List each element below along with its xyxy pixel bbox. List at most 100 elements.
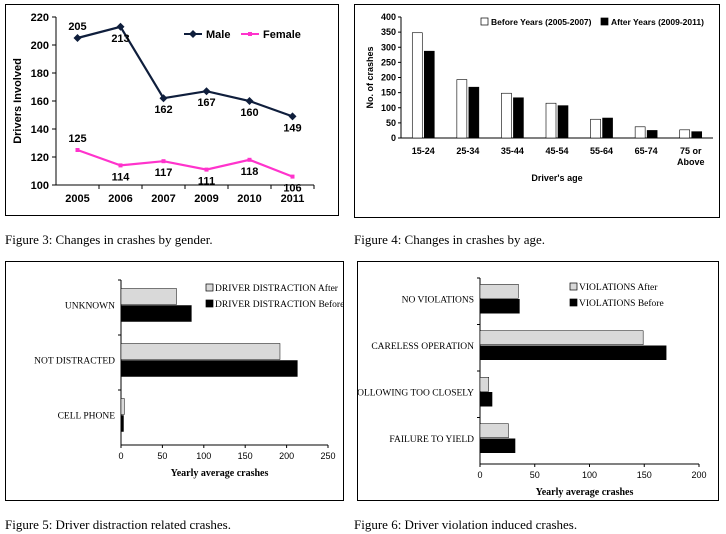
- x-tick-label: 2009: [194, 193, 218, 205]
- y-tick-label: 120: [31, 152, 49, 164]
- bar-before: [479, 299, 520, 314]
- y-tick-label: FOLLOWING TOO CLOSELY: [358, 388, 474, 398]
- data-label: 111: [198, 176, 215, 188]
- data-label: 160: [240, 107, 258, 119]
- fig6-panel: 0 50 100 150 200 NO VIOLATIONS CARELESS OPERAT…: [357, 261, 719, 501]
- data-point: [202, 87, 211, 96]
- data-point: [161, 159, 166, 164]
- legend-label: Before Years (2005-2007): [491, 17, 592, 27]
- y-axis-label: Drivers Involved: [12, 58, 24, 144]
- data-label: 117: [155, 167, 173, 179]
- data-point: [247, 157, 252, 162]
- legend-swatch: [480, 17, 489, 26]
- y-tick-label: 0: [391, 133, 396, 143]
- bar-before: [479, 438, 516, 453]
- y-axis-label: No. of crashes: [365, 46, 375, 108]
- legend-label: VIOLATIONS After: [579, 282, 658, 293]
- x-tick-label: 250: [320, 451, 335, 461]
- legend-label: Male: [206, 29, 230, 41]
- x-tick-label: 200: [691, 470, 706, 480]
- bar-before: [679, 129, 691, 139]
- legend-label: DRIVER DISTRACTION Before: [215, 299, 343, 310]
- data-point: [118, 163, 123, 168]
- x-tick-label: 55-64: [590, 146, 613, 156]
- fig3-panel: 100 120 140 160 180 200 220 2005 2006 2007 2009 201…: [5, 4, 339, 216]
- legend-label: DRIVER DISTRACTION After: [215, 283, 339, 294]
- x-tick-label: 2007: [151, 193, 175, 205]
- x-tick-label: 2010: [237, 193, 261, 205]
- x-tick-label: Above: [677, 157, 705, 167]
- x-tick-label: 75 or: [680, 146, 702, 156]
- x-axis-label: Driver's age: [531, 173, 582, 183]
- bar-after: [120, 343, 281, 360]
- x-tick-label: 50: [157, 451, 167, 461]
- legend-label: After Years (2009-2011): [611, 17, 704, 27]
- fig5-panel: 0 50 100 150 200 250 UNKNOWN NOT DISTRACTED CELL…: [5, 261, 344, 501]
- data-label: 118: [241, 166, 259, 178]
- x-tick-label: 100: [582, 470, 597, 480]
- x-tick-label: 35-44: [501, 146, 524, 156]
- data-point: [288, 112, 297, 121]
- legend-swatch: [600, 17, 609, 26]
- bar-before: [120, 415, 124, 432]
- legend-swatch: [205, 299, 214, 308]
- data-point: [290, 174, 295, 179]
- x-tick-label: 15-24: [412, 146, 435, 156]
- y-tick-label: 50: [386, 118, 396, 128]
- x-tick-label: 150: [637, 470, 652, 480]
- data-point: [204, 167, 209, 172]
- x-tick-label: 150: [238, 451, 253, 461]
- legend-swatch: [569, 282, 578, 291]
- bar-after: [513, 97, 524, 139]
- x-tick-label: 2006: [108, 193, 132, 205]
- y-tick-label: 100: [31, 180, 49, 192]
- bar-before: [501, 92, 512, 139]
- bar-after: [120, 288, 177, 305]
- x-tick-label: 45-54: [545, 146, 568, 156]
- x-tick-label: 2005: [65, 193, 89, 205]
- legend-marker: [189, 30, 197, 38]
- bar-before: [479, 345, 667, 360]
- x-tick-label: 0: [118, 451, 123, 461]
- y-tick-label: CELL PHONE: [58, 412, 116, 422]
- fig6-caption: Figure 6: Driver violation induced crash…: [354, 517, 578, 532]
- legend-label: Female: [263, 29, 301, 41]
- bar-after: [479, 377, 490, 392]
- data-point: [75, 148, 80, 152]
- data-label: 114: [112, 171, 131, 183]
- data-label: 149: [283, 122, 301, 134]
- y-tick-label: 150: [381, 88, 396, 98]
- bar-before: [411, 32, 423, 139]
- y-tick-label: 140: [31, 124, 49, 136]
- x-tick-label: 50: [530, 470, 540, 480]
- bar-before: [120, 305, 192, 322]
- bar-before: [120, 360, 298, 377]
- bar-before: [456, 79, 468, 139]
- data-label: 162: [154, 104, 172, 116]
- bar-after: [479, 423, 509, 438]
- bar-before: [479, 392, 493, 407]
- data-point: [73, 34, 82, 42]
- y-tick-label: NOT DISTRACTED: [34, 357, 115, 367]
- x-tick-label: 0: [477, 470, 482, 480]
- bar-after: [479, 330, 644, 345]
- data-label: 167: [197, 97, 215, 109]
- x-tick-label: 100: [196, 451, 211, 461]
- fig5-caption: Figure 5: Driver distraction related cra…: [5, 517, 231, 532]
- x-axis-label: Yearly average crashes: [171, 468, 269, 479]
- data-label: 106: [283, 183, 301, 195]
- y-tick-label: UNKNOWN: [65, 302, 115, 312]
- bar-after: [646, 130, 658, 139]
- fig4-chart: 0 50 100 150 200 250 300 350 400 15-24 25-34 35-44 4…: [365, 12, 713, 183]
- series-line-female: [77, 148, 293, 178]
- bar-after: [602, 117, 613, 139]
- data-point: [159, 94, 168, 103]
- y-tick-label: 250: [381, 57, 396, 67]
- data-point: [245, 97, 254, 105]
- y-tick-label: CARELESS OPERATION: [371, 342, 474, 352]
- bar-after: [120, 398, 125, 415]
- y-tick-label: 220: [31, 12, 49, 24]
- x-tick-label: 2011: [281, 193, 305, 205]
- legend-marker: [248, 32, 252, 36]
- y-tick-label: 160: [31, 96, 49, 108]
